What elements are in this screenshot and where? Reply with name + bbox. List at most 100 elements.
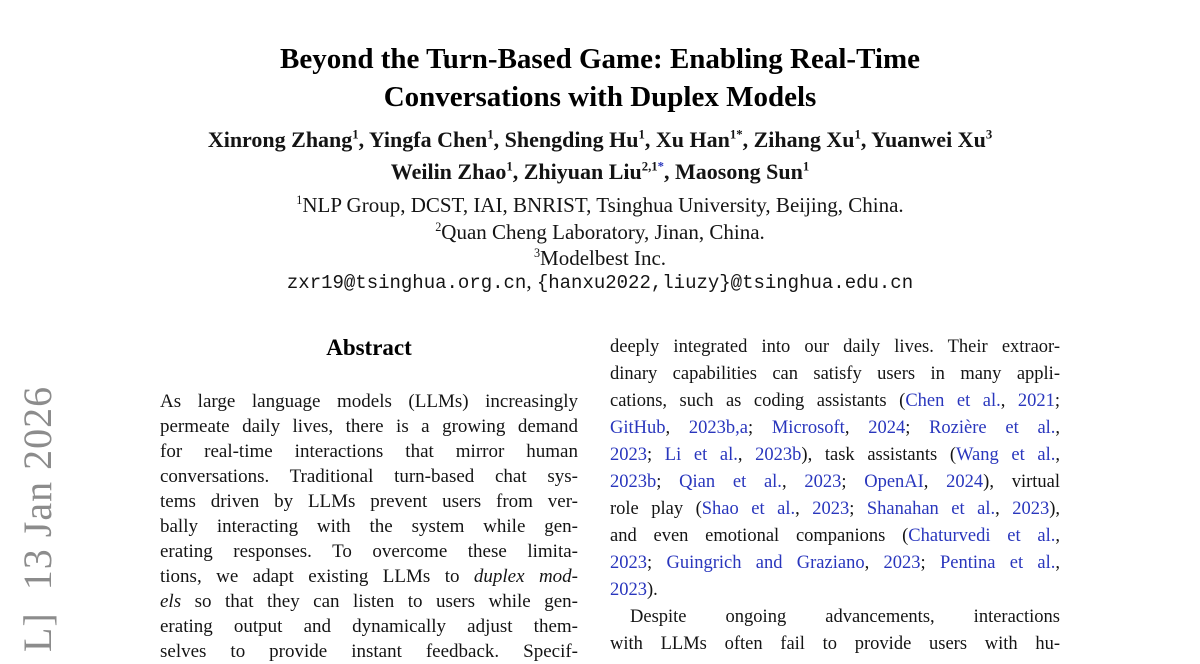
text-run: , (1055, 526, 1061, 546)
text-run: ), (1049, 499, 1061, 519)
arxiv-date-stamp: L] 13 Jan 2026 (15, 385, 60, 652)
text-run: NLP Group, DCST, IAI, BNRIST, Tsinghua U… (302, 193, 904, 217)
email-address: zxr19@tsinghua.org.cn (286, 272, 527, 294)
abstract-heading: Abstract (326, 335, 412, 360)
citation-link[interactable]: 2023 (883, 553, 921, 573)
citation-link[interactable]: OpenAI (864, 472, 924, 492)
text-run: ; (647, 445, 665, 465)
citation-link[interactable]: 2023b (610, 472, 657, 492)
email-address: {hanxu2022,liuzy}@tsinghua.edu.cn (536, 272, 914, 294)
paper-page: { "colors": { "citation_blue": "#2936bd"… (0, 40, 1200, 662)
text-line: Despite ongoing advancements, interactio… (610, 604, 1060, 631)
citation-link[interactable]: 2021 (1017, 391, 1055, 411)
text-run: ; (1054, 391, 1060, 411)
text-line: role play (Shao et al., 2023; Shanahan e… (610, 496, 1060, 523)
text-line: erating responses. To overcome these lim… (160, 539, 578, 564)
author-list: Xinrong Zhang1, Yingfa Chen1, Shengding … (0, 124, 1200, 188)
text-line: conversations. Traditional turn-based ch… (160, 464, 578, 489)
text-run: ), task assistants ( (801, 445, 957, 465)
citation-link[interactable]: 2023 (610, 553, 647, 573)
author-affiliation-marker: 1 (854, 127, 861, 142)
text-run: ; (656, 472, 680, 492)
text-run: , Shengding Hu (493, 127, 639, 152)
citation-link[interactable]: 2023b,a (688, 418, 748, 438)
text-run: , (1055, 418, 1061, 438)
text-line: els so that they can listen to users whi… (160, 589, 578, 614)
citation-link[interactable]: Shanahan et al. (866, 499, 996, 519)
text-run: , (995, 499, 1013, 519)
text-run: , Xu Han (644, 127, 730, 152)
citation-link[interactable]: Chaturvedi et al. (908, 526, 1056, 546)
citation-link[interactable]: GitHub (610, 418, 666, 438)
text-line: selves to provide instant feedback. Spec… (160, 639, 578, 664)
author-affiliation-marker: 1 (296, 193, 303, 207)
text-run: , Zihang Xu (742, 127, 855, 152)
affiliation-2: 2Quan Cheng Laboratory, Jinan, China. (0, 219, 1200, 246)
introduction-column: deeply integrated into our daily lives. … (610, 334, 1060, 658)
citation-link[interactable]: Pentina et al. (939, 553, 1056, 573)
citation-link[interactable]: Microsoft (771, 418, 845, 438)
text-run: with LLMs often fail to provide users wi… (610, 634, 1060, 654)
text-run: Quan Cheng Laboratory, Jinan, China. (441, 219, 765, 244)
text-run: ; (849, 499, 867, 519)
citation-link[interactable]: Chen et al. (905, 391, 1001, 411)
text-run: , (781, 472, 805, 492)
author-affiliation-marker: 1* (729, 127, 743, 142)
citation-link[interactable]: Wang et al. (956, 445, 1056, 465)
text-run: , (737, 445, 756, 465)
text-line: GitHub, 2023b,a; Microsoft, 2024; Rozièr… (610, 415, 1060, 442)
citation-link[interactable]: 2023b (755, 445, 802, 465)
text-run: , (1000, 391, 1018, 411)
author-affiliation-marker: 2,1 (641, 159, 658, 174)
author-affiliation-marker: 3 (533, 246, 541, 260)
contact-emails: zxr19@tsinghua.org.cn, {hanxu2022,liuzy}… (0, 269, 1200, 295)
citation-link[interactable]: 2024 (946, 472, 984, 492)
citation-link[interactable]: Rozière et al. (929, 418, 1056, 438)
text-line: and even emotional companions (Chaturved… (610, 523, 1060, 550)
text-run: ; (905, 418, 930, 438)
text-run: , Zhiyuan Liu (512, 159, 642, 184)
text-run: tems driven by LLMs prevent users from v… (160, 491, 578, 512)
text-run: , (526, 269, 537, 293)
text-run: ; (747, 418, 772, 438)
text-run: ), virtual (983, 472, 1060, 492)
text-run: , (1055, 553, 1061, 573)
text-run: , Maosong Sun (664, 159, 803, 184)
author-affiliation-marker: 3 (985, 127, 993, 142)
citation-link[interactable]: 2023 (610, 445, 647, 465)
citation-link[interactable]: 2024 (868, 418, 906, 438)
text-run: dinary capabilities can satisfy users in… (610, 364, 1060, 384)
citation-link[interactable]: Shao et al. (701, 499, 796, 519)
affiliation-1: 1NLP Group, DCST, IAI, BNRIST, Tsinghua … (0, 192, 1200, 219)
text-line: 2023). (610, 577, 1060, 604)
text-run: erating output and dynamically adjust th… (160, 616, 578, 637)
text-line: for real-time interactions that mirror h… (160, 439, 578, 464)
author-affiliation-marker: 1 (487, 127, 494, 142)
paper-title: Beyond the Turn-Based Game: Enabling Rea… (0, 40, 1200, 116)
citation-link[interactable]: 2023 (804, 472, 842, 492)
author-affiliation-marker: 1 (638, 127, 645, 142)
text-run: , (795, 499, 813, 519)
citation-link[interactable]: Guingrich and Graziano (666, 553, 865, 573)
text-run: , (864, 553, 884, 573)
citation-link[interactable]: Qian et al. (679, 472, 782, 492)
citation-link[interactable]: 2023 (1012, 499, 1050, 519)
text-run: els (160, 591, 182, 612)
text-run: , (665, 418, 689, 438)
text-run: , (1055, 445, 1060, 465)
text-line: As large language models (LLMs) increasi… (160, 389, 578, 414)
text-run: selves to provide instant feedback. Spec… (160, 641, 578, 662)
citation-link[interactable]: 2023 (812, 499, 850, 519)
text-run: cations, such as coding assistants ( (610, 391, 906, 411)
paper-title-line2: Conversations with Duplex Models (383, 81, 817, 113)
citation-link[interactable]: 2023 (610, 580, 647, 600)
citation-link[interactable]: Li et al. (664, 445, 738, 465)
text-run: erating responses. To overcome these lim… (160, 541, 578, 562)
text-line: with LLMs often fail to provide users wi… (610, 631, 1060, 658)
author-affiliation-marker: 1 (352, 127, 359, 142)
text-run: , Yingfa Chen (358, 127, 488, 152)
author-line-2: Weilin Zhao1, Zhiyuan Liu2,1*, Maosong S… (0, 156, 1200, 188)
paper-title-line1: Beyond the Turn-Based Game: Enabling Rea… (280, 43, 920, 75)
text-line: tions, we adapt existing LLMs to duplex … (160, 564, 578, 589)
text-line: erating output and dynamically adjust th… (160, 614, 578, 639)
